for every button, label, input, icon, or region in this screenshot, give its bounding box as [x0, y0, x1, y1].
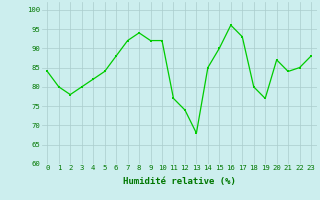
X-axis label: Humidité relative (%): Humidité relative (%)	[123, 177, 236, 186]
